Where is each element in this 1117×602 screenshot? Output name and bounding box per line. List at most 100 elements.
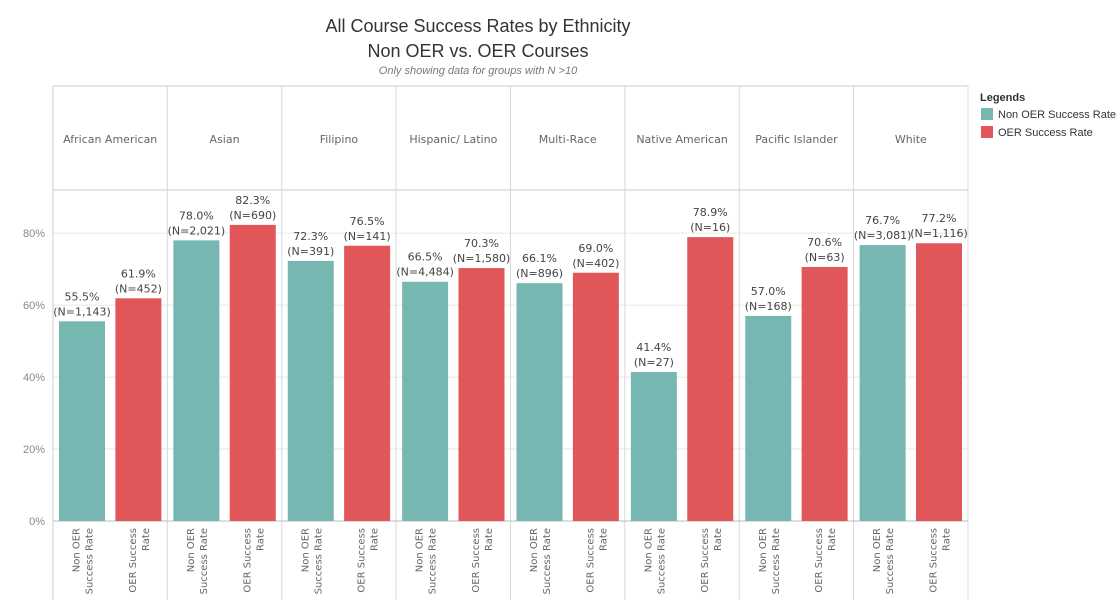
x-tick-label-line: Non OER — [72, 528, 83, 572]
x-tick-label-line: OER Success — [357, 528, 368, 593]
legend-swatch — [981, 108, 993, 120]
x-tick-label-line: Rate — [827, 528, 838, 551]
category-label: Filipino — [320, 133, 359, 146]
x-tick-label-line: Success Rate — [656, 528, 667, 594]
x-tick-label-line: OER Success — [242, 528, 253, 593]
legend-entry: Non OER Success Rate — [998, 109, 1116, 121]
y-tick-label: 40% — [23, 372, 45, 384]
x-tick-label: Non OER Success Rate — [758, 528, 782, 594]
y-tick-label: 0% — [29, 516, 45, 528]
bar — [115, 298, 162, 521]
data-label-value: 77.2% — [922, 212, 957, 225]
data-label-value: 69.0% — [578, 242, 613, 255]
x-tick-label-line: OER Success — [814, 528, 825, 593]
data-label-value: 70.6% — [807, 236, 842, 249]
x-tick-label-line: Non OER — [643, 528, 654, 572]
chart-title: All Course Success Rates by Ethnicity — [325, 16, 630, 36]
bar — [402, 281, 449, 521]
category-label: Multi-Race — [539, 133, 597, 146]
x-tick-label-line: Non OER — [529, 528, 540, 572]
data-label-n: (N=690) — [229, 209, 276, 222]
legend-swatch — [981, 126, 993, 138]
bar — [287, 260, 334, 521]
data-label-n: (N=1,116) — [910, 227, 968, 240]
chart-note: Only showing data for groups with N >10 — [379, 65, 578, 77]
x-tick-label: OER Success Rate — [929, 528, 953, 593]
bar — [745, 315, 792, 521]
bar — [516, 283, 563, 521]
x-tick-label-line: Rate — [141, 528, 152, 551]
data-label-n: (N=402) — [572, 257, 619, 270]
data-label-n: (N=452) — [115, 282, 162, 295]
bar — [916, 243, 962, 521]
x-tick-label-line: Non OER — [758, 528, 769, 572]
data-label-value: 76.5% — [350, 215, 385, 228]
category-label: White — [895, 133, 927, 146]
data-label-n: (N=63) — [805, 251, 845, 264]
x-tick-label: OER Success Rate — [357, 528, 381, 593]
x-tick-label-line: Success Rate — [542, 528, 553, 594]
legend-title: Legends — [980, 92, 1025, 104]
data-label-n: (N=141) — [344, 230, 391, 243]
legend: Legends Non OER Success Rate OER Success R… — [980, 92, 1116, 139]
data-label-n: (N=2,021) — [168, 224, 226, 237]
category-label: Pacific Islander — [755, 133, 838, 146]
x-tick-label-line: Rate — [255, 528, 266, 551]
category-label: Asian — [210, 133, 240, 146]
x-tick-label: Non OER Success Rate — [643, 528, 667, 594]
x-tick-label: Non OER Success Rate — [300, 528, 324, 594]
x-tick-label-line: Rate — [484, 528, 495, 551]
x-tick-label: Non OER Success Rate — [186, 528, 210, 594]
x-tick-label: OER Success Rate — [585, 528, 609, 593]
x-tick-label: OER Success Rate — [700, 528, 724, 593]
bar — [59, 321, 105, 521]
data-label-value: 82.3% — [235, 194, 270, 207]
data-label-value: 61.9% — [121, 267, 156, 280]
data-label-value: 41.4% — [636, 341, 671, 354]
data-label-n: (N=1,143) — [53, 305, 111, 318]
x-tick-label-line: OER Success — [128, 528, 139, 593]
x-tick-label: Non OER Success Rate — [72, 528, 96, 594]
x-tick-label-line: Success Rate — [771, 528, 782, 594]
data-label-value: 72.3% — [293, 230, 328, 243]
data-label-n: (N=4,484) — [396, 266, 454, 279]
plot-area: 0% 20% 40% 60% 80% African American 55.5% (N=1,… — [23, 85, 969, 600]
y-tick-label: 60% — [23, 300, 45, 312]
x-tick-label: OER Success Rate — [242, 528, 266, 593]
data-label-n: (N=1,580) — [453, 252, 511, 265]
data-label-n: (N=168) — [745, 300, 792, 313]
x-tick-label-line: OER Success — [929, 528, 940, 593]
data-label-value: 76.7% — [865, 214, 900, 227]
x-tick-label-line: Non OER — [186, 528, 197, 572]
bar — [229, 224, 276, 521]
x-tick-label: Non OER Success Rate — [415, 528, 439, 594]
chart-subtitle: Non OER vs. OER Courses — [367, 41, 588, 61]
category-label: Native American — [636, 133, 727, 146]
x-tick-label-line: Rate — [370, 528, 381, 551]
x-tick-label-line: Success Rate — [199, 528, 210, 594]
data-label-n: (N=3,081) — [854, 229, 912, 242]
x-tick-label: OER Success Rate — [128, 528, 152, 593]
x-tick-label-line: OER Success — [471, 528, 482, 593]
data-label-value: 66.1% — [522, 252, 557, 265]
x-tick-label-line: Rate — [942, 528, 953, 551]
x-tick-label-line: Non OER — [300, 528, 311, 572]
category-label: Hispanic/ Latino — [409, 133, 497, 146]
x-tick-label-line: Success Rate — [85, 528, 96, 594]
bar — [801, 266, 848, 521]
x-tick-label: Non OER Success Rate — [529, 528, 553, 594]
x-tick-label: Non OER Success Rate — [872, 528, 896, 594]
data-label-value: 70.3% — [464, 237, 499, 250]
x-tick-label-line: Non OER — [415, 528, 426, 572]
category-label: African American — [63, 133, 157, 146]
bar — [344, 245, 391, 522]
y-tick-label: 20% — [23, 444, 45, 456]
x-tick-label-line: OER Success — [585, 528, 596, 593]
bar — [630, 372, 677, 521]
bar — [173, 240, 220, 521]
x-tick-label-line: Success Rate — [428, 528, 439, 594]
bar — [859, 245, 906, 521]
data-label-n: (N=896) — [516, 267, 563, 280]
data-label-value: 57.0% — [751, 285, 786, 298]
